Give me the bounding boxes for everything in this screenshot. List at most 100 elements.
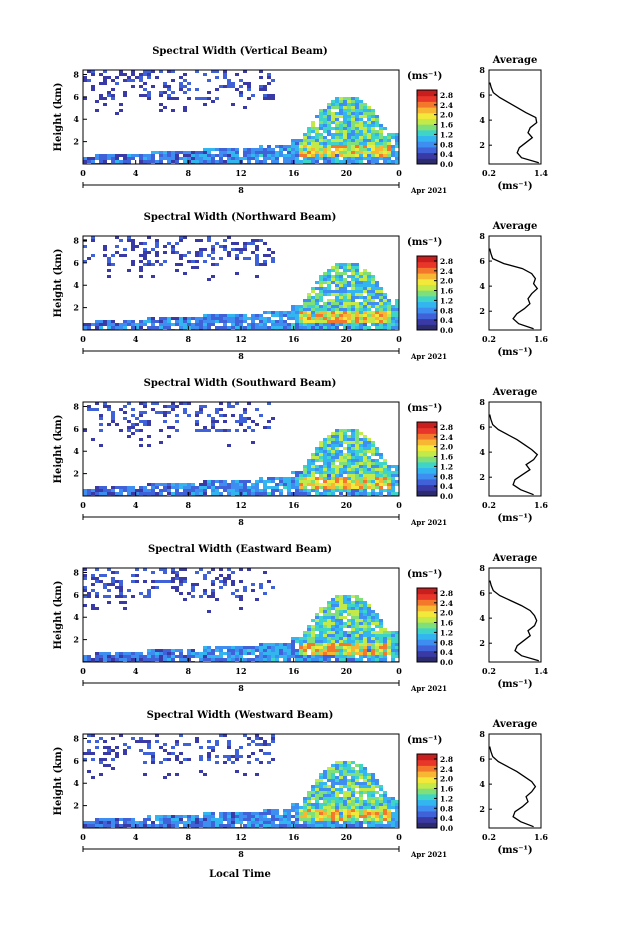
heatmap-cell <box>187 154 191 157</box>
heatmap-cell <box>103 245 107 248</box>
heatmap-cell <box>291 157 295 160</box>
heatmap-cell <box>347 797 351 800</box>
heatmap-cell <box>187 151 191 154</box>
heatmap-cell <box>235 314 239 317</box>
heatmap-cell <box>347 637 351 640</box>
heatmap-cell <box>171 658 175 661</box>
heatmap-cell <box>299 474 303 477</box>
heatmap-cell <box>339 483 343 486</box>
heatmap-cell <box>315 115 319 118</box>
heatmap-cell <box>339 776 343 779</box>
colorbar-segment <box>417 605 437 612</box>
heatmap-cell <box>119 254 123 257</box>
heatmap-cell <box>343 100 347 103</box>
heatmap-cell <box>303 480 307 483</box>
heatmap-cell <box>359 785 363 788</box>
heatmap-cell <box>279 821 283 824</box>
heatmap-cell <box>183 236 187 239</box>
heatmap-cell <box>315 308 319 311</box>
heatmap-cell <box>135 323 139 326</box>
heatmap-cell <box>343 106 347 109</box>
heatmap-cell <box>255 423 259 426</box>
average-y-tick-label: 8 <box>479 65 485 75</box>
heatmap-cell <box>383 655 387 658</box>
heatmap-cell <box>339 622 343 625</box>
heatmap-cell <box>215 314 219 317</box>
heatmap-cell <box>195 411 199 414</box>
heatmap-cell <box>287 815 291 818</box>
heatmap-cell <box>347 441 351 444</box>
heatmap-cell <box>163 91 167 94</box>
heatmap-cell <box>367 821 371 824</box>
heatmap-cell <box>347 293 351 296</box>
heatmap-cell <box>83 574 87 577</box>
heatmap-cell <box>359 145 363 148</box>
heatmap-cell <box>219 818 223 821</box>
heatmap-cell <box>379 462 383 465</box>
heatmap-cell <box>115 245 119 248</box>
heatmap-cell <box>339 628 343 631</box>
heatmap-cell <box>319 112 323 115</box>
heatmap-cell <box>111 486 115 489</box>
heatmap-cell <box>239 85 243 88</box>
heatmap-cell <box>319 441 323 444</box>
heatmap-cell <box>179 761 183 764</box>
heatmap-cell <box>287 658 291 661</box>
heatmap-cell <box>307 824 311 827</box>
heatmap-cell <box>107 492 111 495</box>
heatmap-cell <box>375 130 379 133</box>
heatmap-cell <box>287 492 291 495</box>
heatmap-cell <box>99 758 103 761</box>
heatmap-cell <box>263 317 267 320</box>
heatmap-cell <box>83 568 87 571</box>
average-y-tick-label: 4 <box>479 613 485 623</box>
heatmap-cell <box>391 640 395 643</box>
heatmap-cell <box>215 242 219 245</box>
heatmap-cell <box>371 145 375 148</box>
heatmap-cell <box>343 779 347 782</box>
heatmap-cell <box>291 640 295 643</box>
heatmap-cell <box>159 580 163 583</box>
heatmap-cell <box>323 130 327 133</box>
heatmap-cell <box>355 607 359 610</box>
heatmap-cell <box>343 453 347 456</box>
heatmap-cell <box>375 634 379 637</box>
heatmap-cell <box>287 821 291 824</box>
heatmap-cell <box>159 160 163 163</box>
heatmap-cell <box>283 646 287 649</box>
heatmap-cell <box>167 157 171 160</box>
heatmap-cell <box>127 652 131 655</box>
heatmap-cell <box>95 408 99 411</box>
heatmap-cell <box>351 429 355 432</box>
heatmap-cell <box>387 477 391 480</box>
heatmap-cell <box>243 773 247 776</box>
average-x-tick-label: 1.6 <box>534 832 548 842</box>
heatmap-cell <box>387 326 391 329</box>
heatmap-cell <box>227 649 231 652</box>
heatmap-cell <box>107 154 111 157</box>
heatmap-cell <box>375 809 379 812</box>
heatmap-cell <box>163 260 167 263</box>
heatmap-cell <box>323 287 327 290</box>
heatmap-cell <box>327 818 331 821</box>
heatmap-cell <box>251 326 255 329</box>
heatmap-cell <box>319 326 323 329</box>
heatmap-cell <box>215 655 219 658</box>
heatmap-cell <box>203 649 207 652</box>
heatmap-cell <box>215 658 219 661</box>
heatmap-cell <box>359 607 363 610</box>
heatmap-cell <box>331 604 335 607</box>
heatmap-cell <box>171 151 175 154</box>
heatmap-cell <box>295 148 299 151</box>
heatmap-cell <box>147 589 151 592</box>
heatmap-cell <box>331 619 335 622</box>
heatmap-cell <box>91 438 95 441</box>
heatmap-cell <box>367 794 371 797</box>
heatmap-cell <box>155 411 159 414</box>
heatmap-cell <box>203 577 207 580</box>
heatmap-cell <box>327 604 331 607</box>
heatmap-cell <box>347 447 351 450</box>
heatmap-cell <box>287 151 291 154</box>
heatmap-cell <box>223 815 227 818</box>
heatmap-cell <box>323 637 327 640</box>
